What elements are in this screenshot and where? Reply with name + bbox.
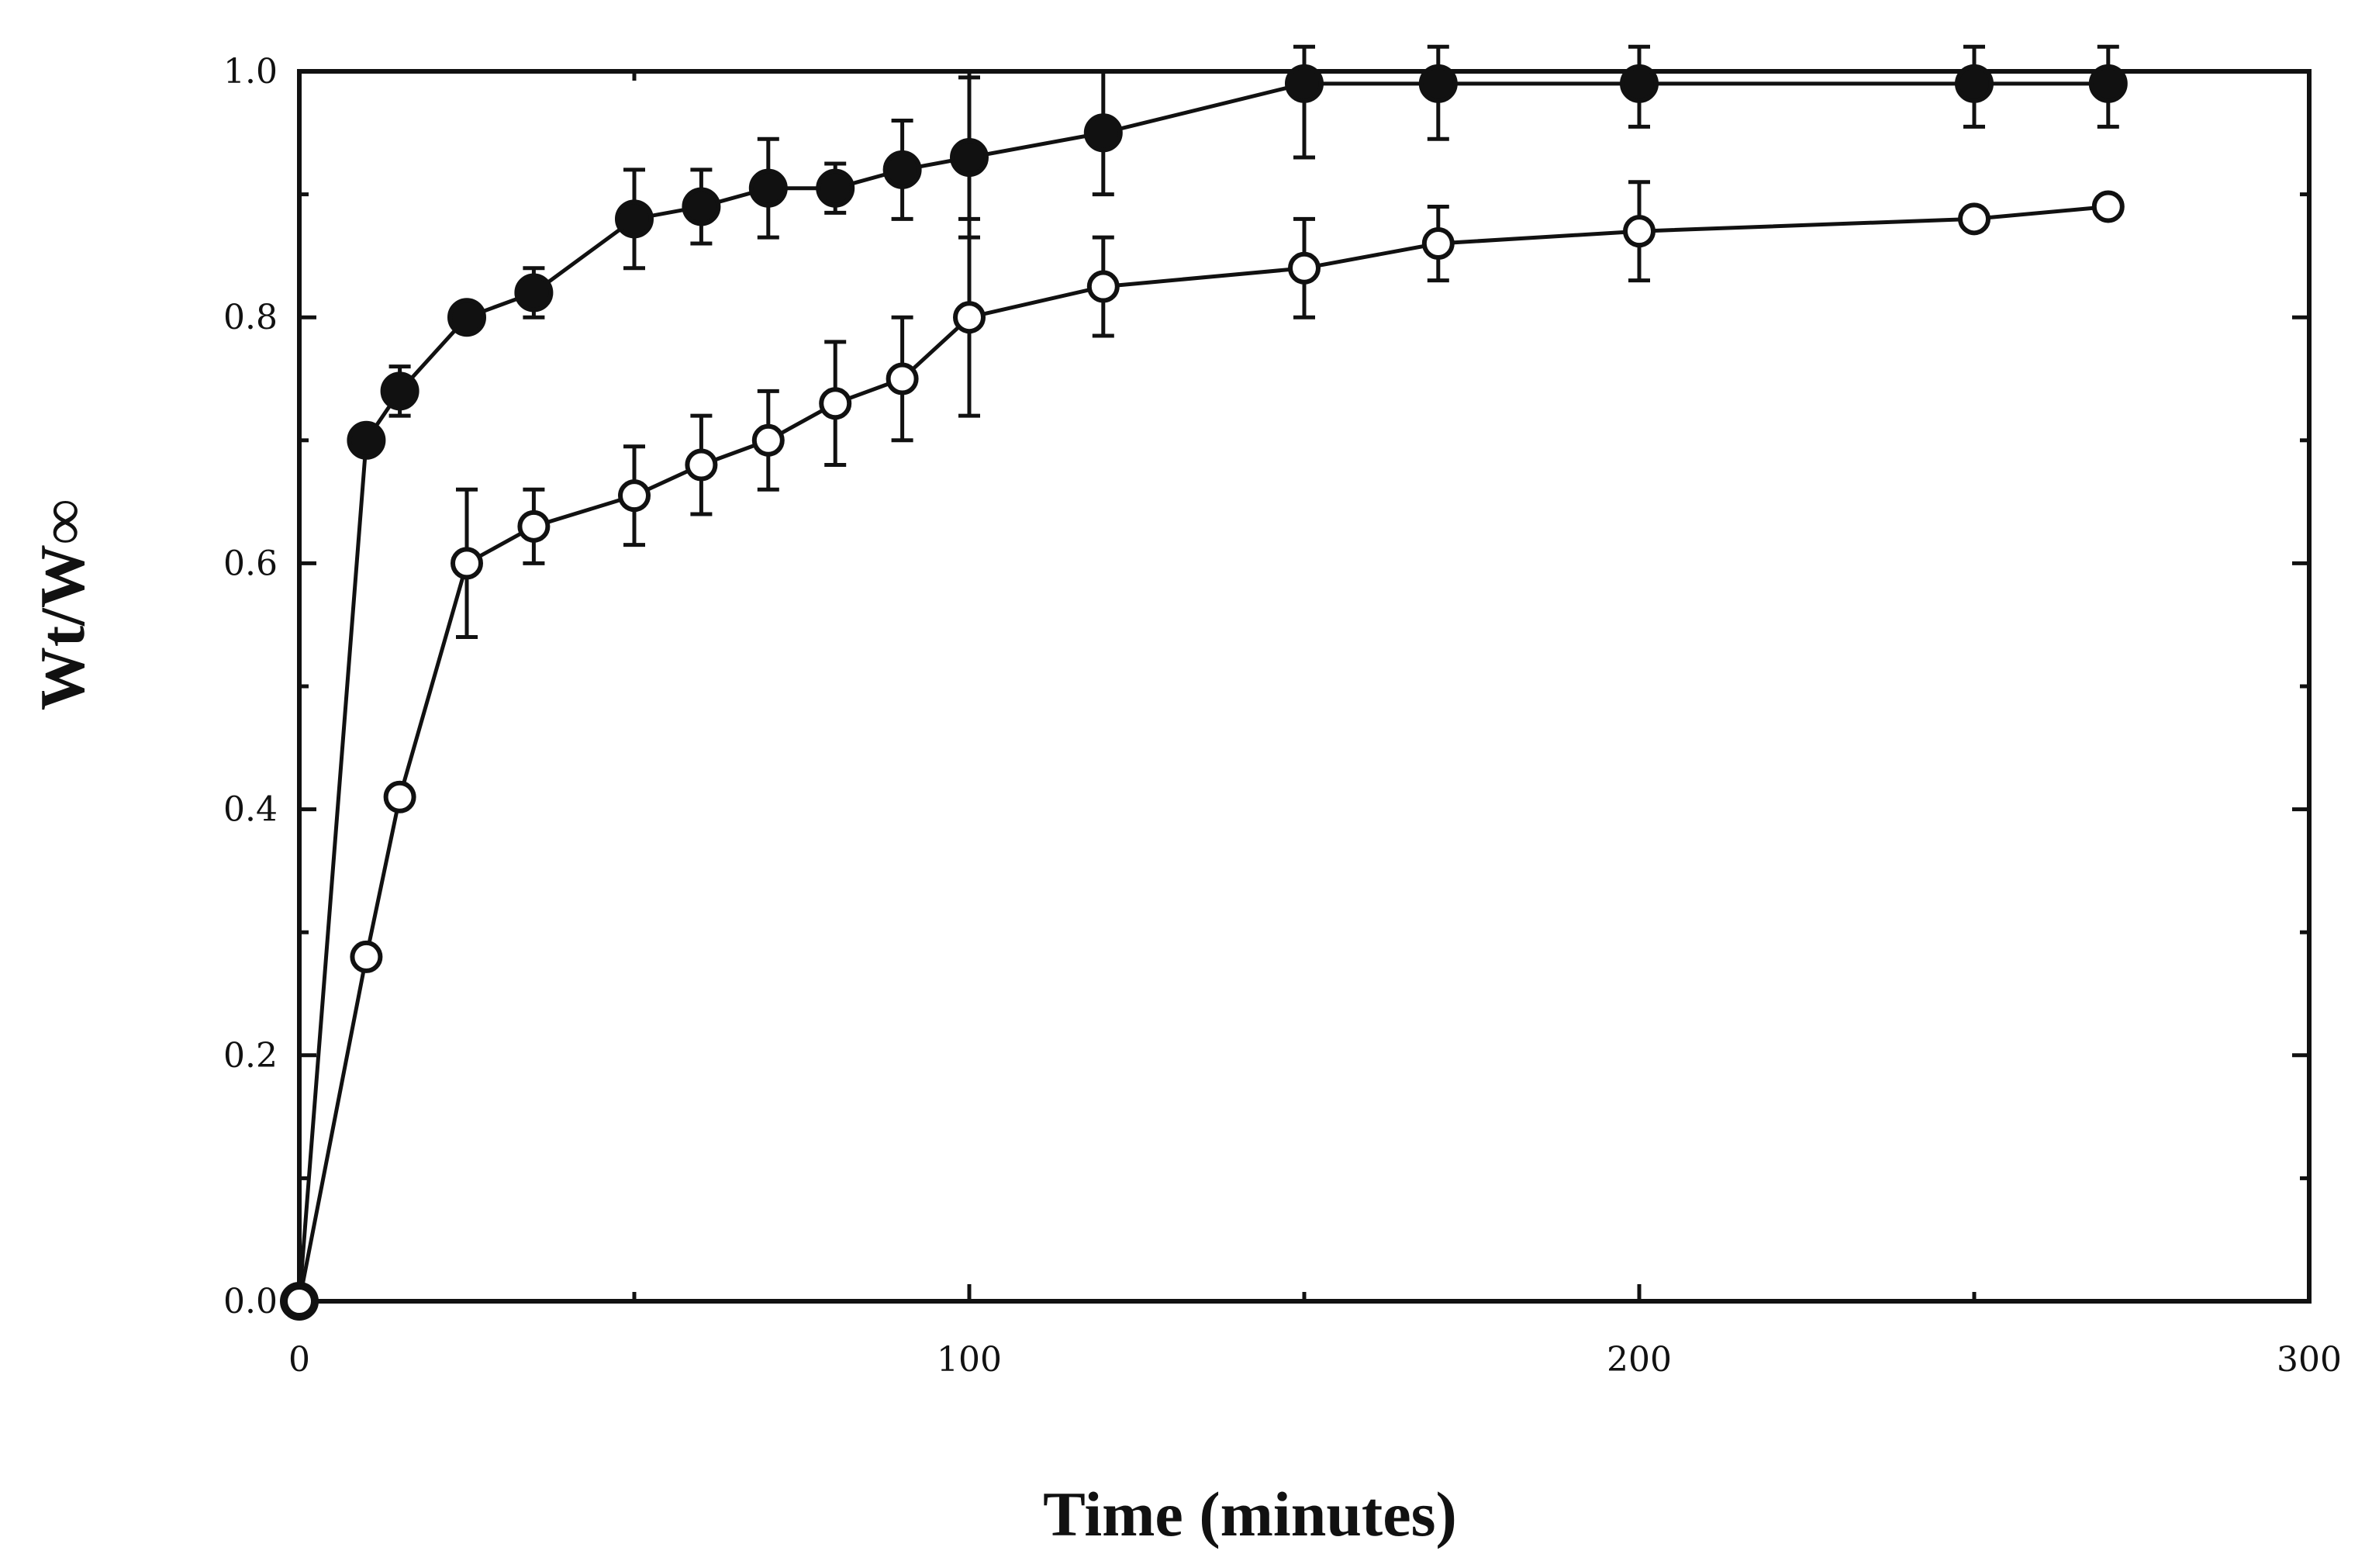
x-tick-label: 300: [2277, 1340, 2342, 1380]
data-point: [618, 479, 651, 513]
series-1: [280, 44, 2128, 1321]
y-tick-label: 0.0: [223, 1282, 278, 1321]
data-point: [819, 387, 852, 420]
data-point: [347, 420, 386, 460]
data-point: [1288, 251, 1321, 285]
data-point: [950, 138, 989, 178]
data-point: [517, 509, 551, 543]
data-point: [1623, 215, 1656, 248]
data-point: [882, 150, 922, 189]
data-point: [751, 423, 785, 457]
y-tick-label: 0.2: [223, 1036, 278, 1076]
data-point: [2088, 64, 2128, 103]
y-axis-title: Wt/W∞: [27, 499, 98, 711]
data-point: [1955, 64, 1994, 103]
y-tick-label: 0.8: [223, 298, 278, 337]
data-point: [1285, 64, 1324, 103]
data-point: [1620, 64, 1659, 103]
y-tick-label: 0.4: [223, 790, 278, 830]
data-point: [748, 168, 788, 208]
data-point: [514, 273, 554, 313]
data-point: [816, 168, 855, 208]
data-point: [886, 362, 919, 395]
data-point: [350, 940, 383, 973]
data-point: [615, 199, 654, 239]
data-point: [685, 448, 718, 482]
data-point: [380, 371, 420, 411]
series-line: [297, 205, 2109, 1302]
data-point: [1083, 113, 1123, 153]
y-tick-label: 1.0: [223, 52, 278, 92]
series-layer: [280, 44, 2128, 1321]
data-point: [283, 1285, 316, 1318]
data-point: [682, 187, 721, 226]
y-tick-label: 0.6: [223, 544, 278, 583]
data-point: [953, 301, 986, 334]
data-point: [383, 780, 416, 813]
data-point: [451, 547, 483, 580]
x-tick-label: 0: [288, 1340, 310, 1380]
x-tick-label: 200: [1607, 1340, 1672, 1380]
data-point: [1086, 270, 1120, 303]
x-tick-label: 100: [937, 1340, 1002, 1380]
data-point: [1418, 64, 1458, 103]
data-point: [1421, 227, 1455, 261]
x-axis-title: Time (minutes): [1043, 1479, 1457, 1549]
data-point: [1958, 202, 1990, 236]
series-2: [283, 180, 2125, 1318]
y-axis-ticks: 0.0 0.2 0.4 0.6 0.8 1.0: [223, 52, 2309, 1321]
data-point: [447, 298, 486, 337]
series-line: [297, 81, 2108, 1302]
data-point: [2091, 190, 2125, 223]
